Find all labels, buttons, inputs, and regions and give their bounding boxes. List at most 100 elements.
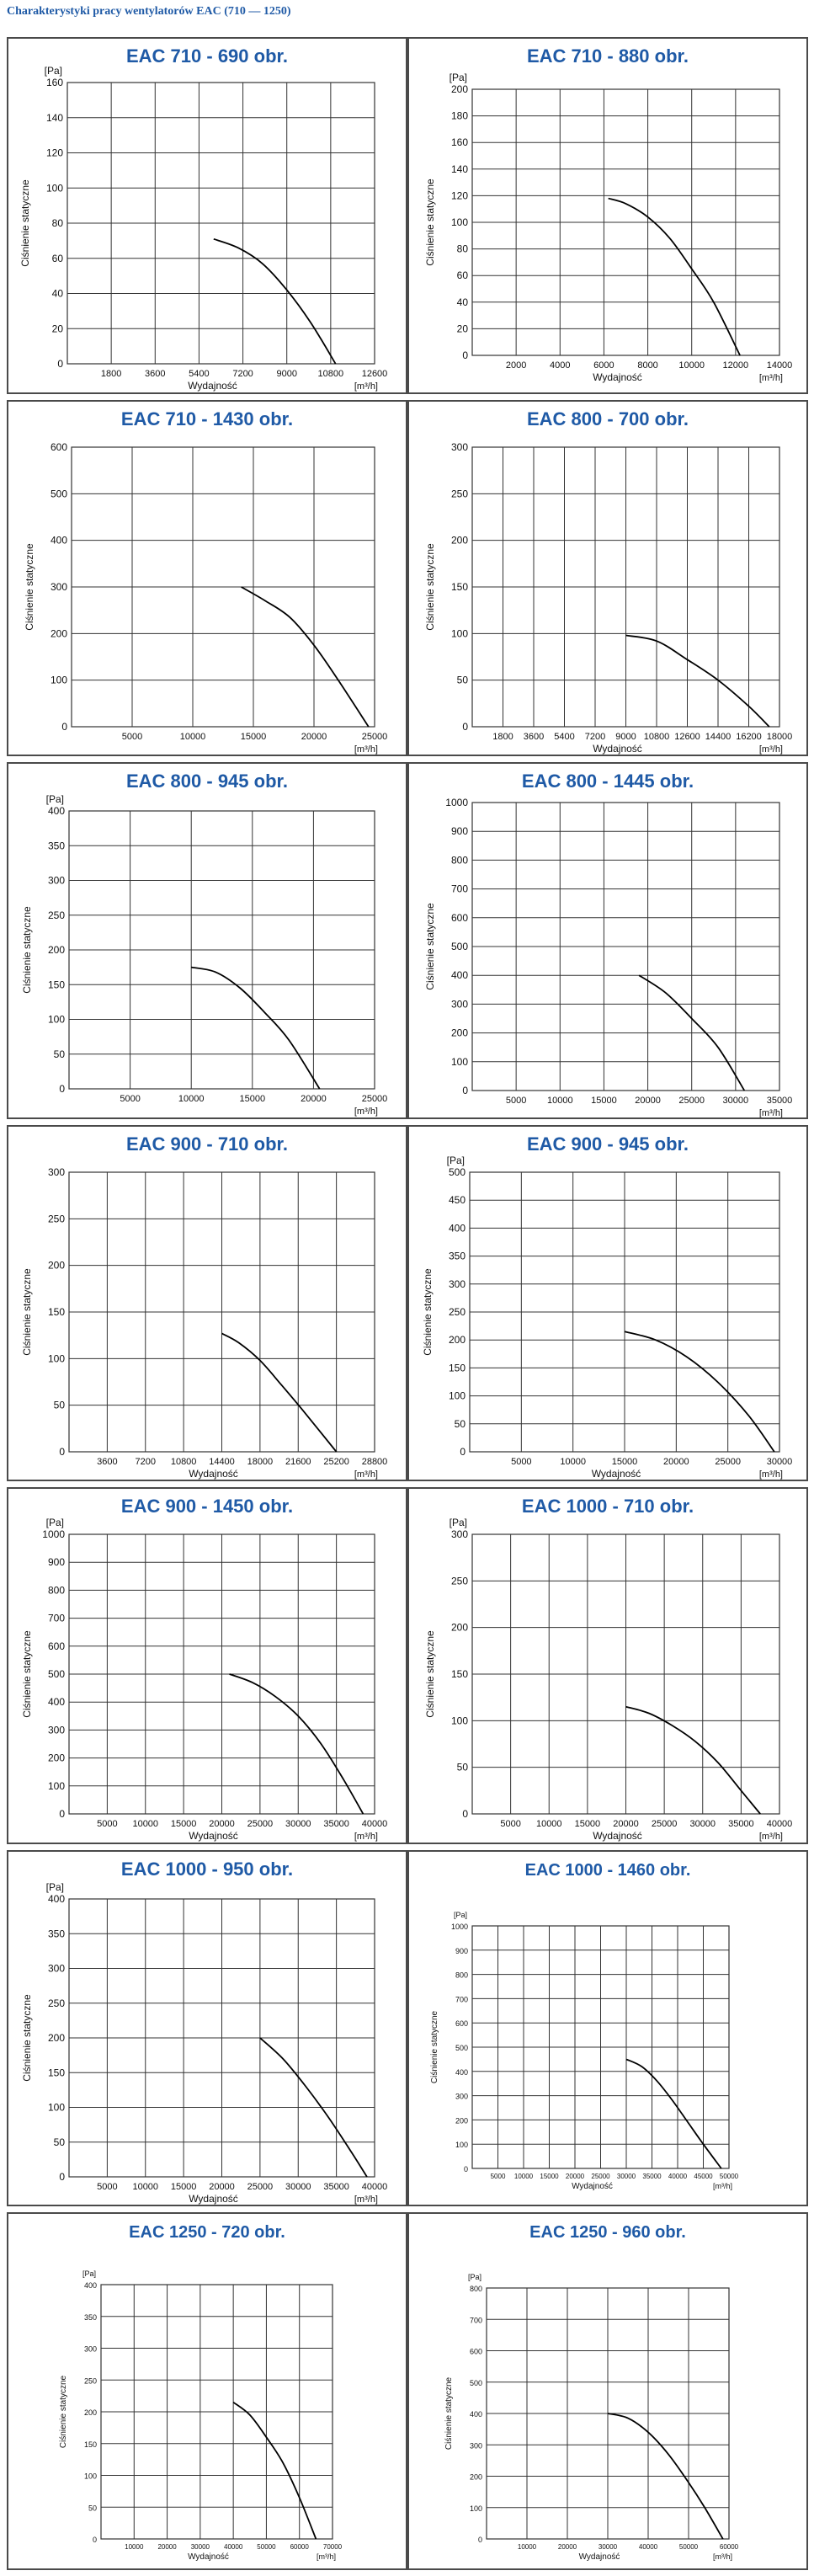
fan-curve-series bbox=[625, 2058, 722, 2169]
y-tick-label: 600 bbox=[470, 2348, 482, 2356]
y-tick-label: 0 bbox=[59, 1083, 65, 1095]
x-tick-label: 20000 bbox=[209, 2182, 235, 2192]
x-tick-label: 1800 bbox=[101, 369, 121, 379]
x-tick-label: 50000 bbox=[257, 2543, 276, 2551]
x-tick-label: 30000 bbox=[285, 2182, 311, 2192]
chart-svg: EAC 1000 - 1460 obr. [Pa] Ciśnienie statyc… bbox=[430, 1861, 739, 2191]
chart-panel: EAC 900 - 1450 obr. [Pa] Ciśnienie statycz… bbox=[7, 1487, 407, 1844]
y-tick-label: 50 bbox=[54, 2136, 66, 2148]
y-axis-label: Ciśnienie statyczne bbox=[21, 1994, 33, 2082]
x-tick-label: 2000 bbox=[506, 360, 526, 371]
x-tick-label: 12600 bbox=[674, 732, 700, 742]
x-tick-label: 20000 bbox=[558, 2543, 577, 2551]
x-tick-label: 10000 bbox=[678, 360, 705, 371]
fan-curve-series bbox=[232, 2401, 317, 2540]
x-axis-label: Wydajność bbox=[593, 1830, 642, 1842]
x-tick-label: 4000 bbox=[550, 360, 570, 371]
x-tick-label: 10000 bbox=[547, 1096, 573, 1106]
chart-svg: EAC 800 - 945 obr. [Pa] Ciśnienie statyczn… bbox=[21, 771, 387, 1117]
x-tick-label: 9000 bbox=[276, 369, 296, 379]
y-tick-label: 300 bbox=[449, 1278, 466, 1290]
y-tick-label: 500 bbox=[470, 2379, 482, 2387]
x-tick-label: 18000 bbox=[767, 732, 793, 742]
x-unit-label: [m³/h] bbox=[354, 744, 378, 755]
y-tick-label: 150 bbox=[451, 581, 468, 593]
x-axis-label: Wydajność bbox=[593, 743, 642, 755]
y-tick-label: 400 bbox=[48, 805, 65, 817]
y-tick-label: 600 bbox=[451, 912, 468, 924]
y-tick-label: 400 bbox=[449, 1222, 466, 1234]
x-tick-label: 50000 bbox=[679, 2543, 699, 2551]
y-tick-label: 600 bbox=[48, 1640, 65, 1652]
x-tick-label: 70000 bbox=[323, 2543, 343, 2551]
y-tick-label: 150 bbox=[84, 2440, 97, 2449]
y-tick-label: 200 bbox=[451, 1622, 468, 1634]
chart-panel: EAC 1250 - 960 obr. [Pa] Ciśnienie statycz… bbox=[407, 2212, 808, 2570]
y-axis-label: Ciśnienie statyczne bbox=[21, 1268, 33, 1356]
x-tick-label: 30000 bbox=[191, 2543, 210, 2551]
x-tick-label: 60000 bbox=[290, 2543, 310, 2551]
x-tick-label: 35000 bbox=[323, 2182, 349, 2192]
y-tick-label: 300 bbox=[48, 1166, 65, 1178]
x-tick-label: 20000 bbox=[566, 2173, 585, 2180]
y-tick-label: 400 bbox=[451, 969, 468, 981]
chart-svg: EAC 1000 - 710 obr. [Pa] Ciśnienie statycz… bbox=[424, 1496, 792, 1842]
x-axis-label: Wydajność bbox=[572, 2182, 613, 2191]
chart-panel: EAC 710 - 1430 obr. Ciśnienie statyczne 50… bbox=[7, 400, 407, 756]
y-tick-label: 60 bbox=[52, 253, 64, 264]
y-tick-label: 150 bbox=[449, 1362, 466, 1373]
x-tick-label: 15000 bbox=[171, 1819, 197, 1829]
x-tick-label: 14400 bbox=[209, 1457, 235, 1467]
x-tick-label: 10000 bbox=[536, 1819, 562, 1829]
y-tick-label: 100 bbox=[48, 1780, 65, 1792]
y-tick-label: 400 bbox=[470, 2410, 482, 2419]
x-tick-label: 5000 bbox=[511, 1457, 531, 1467]
y-tick-label: 150 bbox=[451, 1668, 468, 1680]
y-tick-label: 0 bbox=[462, 721, 468, 733]
chart-panel: EAC 710 - 690 obr. [Pa] Ciśnienie statyczn… bbox=[7, 37, 407, 394]
y-tick-label: 300 bbox=[451, 998, 468, 1010]
x-tick-label: 10800 bbox=[318, 369, 344, 379]
x-tick-label: 8000 bbox=[637, 360, 657, 371]
y-tick-label: 100 bbox=[48, 1352, 65, 1364]
y-axis-label: Ciśnienie statyczne bbox=[59, 2375, 68, 2448]
fan-curve-series bbox=[638, 974, 746, 1091]
x-unit-label: [m³/h] bbox=[759, 744, 783, 755]
x-tick-label: 45000 bbox=[694, 2173, 713, 2180]
x-tick-label: 30000 bbox=[689, 1819, 716, 1829]
fan-curve-series bbox=[241, 586, 370, 728]
chart-svg: EAC 1250 - 720 obr. [Pa] Ciśnienie statycz… bbox=[59, 2223, 343, 2562]
x-tick-label: 25000 bbox=[652, 1819, 678, 1829]
x-tick-label: 16200 bbox=[736, 732, 762, 742]
x-tick-label: 35000 bbox=[728, 1819, 754, 1829]
chart-title: EAC 900 - 945 obr. bbox=[527, 1133, 689, 1155]
y-tick-label: 200 bbox=[51, 627, 67, 639]
y-tick-label: 0 bbox=[478, 2536, 482, 2544]
y-tick-label: 20 bbox=[52, 323, 64, 334]
x-axis-label: Wydajność bbox=[579, 2552, 620, 2562]
y-tick-label: 0 bbox=[57, 358, 63, 370]
y-unit-label: [Pa] bbox=[450, 1517, 467, 1528]
x-tick-label: 20000 bbox=[613, 1819, 639, 1829]
x-tick-label: 35000 bbox=[323, 1819, 349, 1829]
y-unit-label: [Pa] bbox=[45, 65, 62, 77]
x-tick-label: 10000 bbox=[518, 2543, 537, 2551]
y-tick-label: 100 bbox=[470, 2504, 482, 2513]
y-tick-label: 0 bbox=[93, 2536, 97, 2544]
y-tick-label: 300 bbox=[48, 1724, 65, 1736]
y-tick-label: 140 bbox=[451, 163, 468, 175]
chart-svg: EAC 710 - 690 obr. [Pa] Ciśnienie statyczn… bbox=[19, 45, 387, 392]
y-tick-label: 200 bbox=[48, 944, 65, 956]
x-tick-label: 15000 bbox=[241, 732, 267, 742]
y-tick-label: 80 bbox=[52, 217, 64, 229]
x-tick-label: 5000 bbox=[122, 732, 142, 742]
y-tick-label: 300 bbox=[451, 1528, 468, 1540]
y-tick-label: 700 bbox=[470, 2316, 482, 2324]
chart-svg: EAC 900 - 1450 obr. [Pa] Ciśnienie statycz… bbox=[21, 1496, 388, 1842]
y-unit-label: [Pa] bbox=[454, 1911, 467, 1919]
x-tick-label: 40000 bbox=[362, 1819, 388, 1829]
chart-panel: EAC 1000 - 1460 obr. [Pa] Ciśnienie statyc… bbox=[407, 1850, 808, 2206]
x-tick-label: 20000 bbox=[301, 732, 327, 742]
x-tick-label: 25000 bbox=[247, 2182, 274, 2192]
x-tick-label: 3600 bbox=[524, 732, 544, 742]
